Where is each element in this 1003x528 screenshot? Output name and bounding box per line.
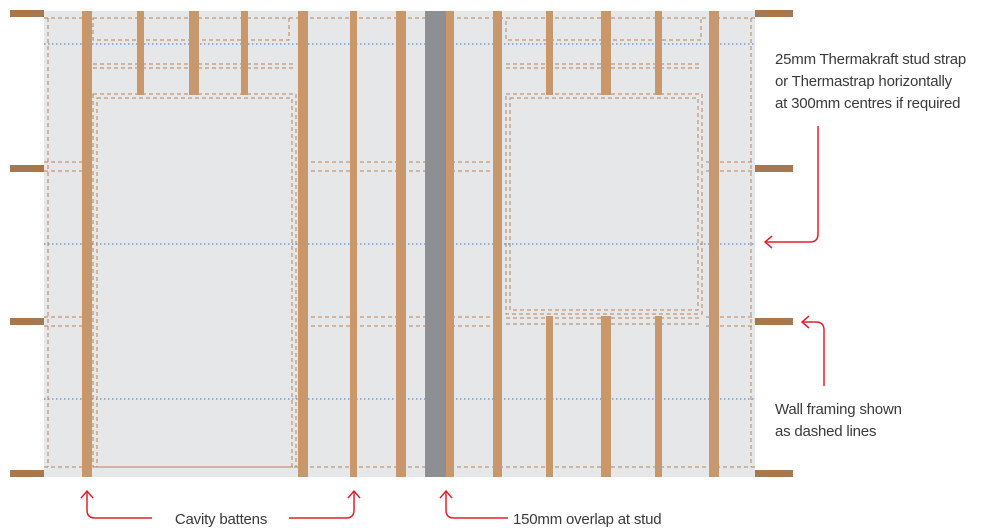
nogging-right-top bbox=[755, 10, 793, 17]
nogging-left-2 bbox=[10, 165, 44, 172]
battens-callout-right bbox=[289, 492, 355, 519]
batten bbox=[493, 11, 502, 477]
framing-label-line-2: as dashed lines bbox=[775, 423, 876, 440]
callouts bbox=[80, 126, 825, 519]
strap-callout-arrowhead bbox=[763, 235, 773, 249]
batten-short bbox=[601, 11, 611, 95]
noggings bbox=[10, 10, 793, 477]
nogging-left-3 bbox=[10, 318, 44, 325]
overlap-callout-line bbox=[445, 492, 508, 519]
framing-label-line-1: Wall framing shown bbox=[775, 401, 902, 418]
strap-label-line-3: at 300mm centres if required bbox=[775, 95, 960, 112]
batten-short bbox=[601, 316, 611, 477]
batten bbox=[82, 11, 92, 477]
strap-lines bbox=[44, 43, 755, 400]
battens-label: Cavity battens bbox=[175, 511, 267, 528]
overlap-label: 150mm overlap at stud bbox=[513, 511, 661, 528]
nogging-left-top bbox=[10, 10, 44, 17]
overlap-callout-arrowhead bbox=[439, 489, 453, 499]
framing-callout-line bbox=[803, 321, 825, 386]
framing-callout-arrowhead bbox=[800, 315, 810, 329]
batten bbox=[446, 11, 454, 477]
batten bbox=[298, 11, 308, 477]
batten-short bbox=[546, 316, 553, 477]
overlap-band bbox=[425, 11, 447, 477]
batten-short bbox=[137, 11, 144, 95]
batten bbox=[396, 11, 406, 477]
nogging-right-2 bbox=[755, 165, 793, 172]
batten-short bbox=[241, 11, 248, 95]
strap-label-line-2: or Thermastrap horizontally bbox=[775, 73, 953, 90]
cavity-battens bbox=[82, 11, 719, 477]
battens-callout-left bbox=[86, 492, 152, 519]
nogging-right-bottom bbox=[755, 470, 793, 477]
batten bbox=[709, 11, 719, 477]
batten-short bbox=[546, 11, 553, 95]
nogging-left-bottom bbox=[10, 470, 44, 477]
batten-short bbox=[655, 316, 662, 477]
strap-label-line-1: 25mm Thermakraft stud strap bbox=[775, 51, 966, 68]
batten bbox=[350, 11, 357, 477]
nogging-right-3 bbox=[755, 318, 793, 325]
battens-callout-left-arrowhead bbox=[80, 489, 94, 499]
batten-short bbox=[189, 11, 199, 95]
battens-callout-right-arrowhead bbox=[347, 489, 361, 499]
strap-callout-line bbox=[766, 126, 819, 243]
batten-short bbox=[655, 11, 662, 95]
